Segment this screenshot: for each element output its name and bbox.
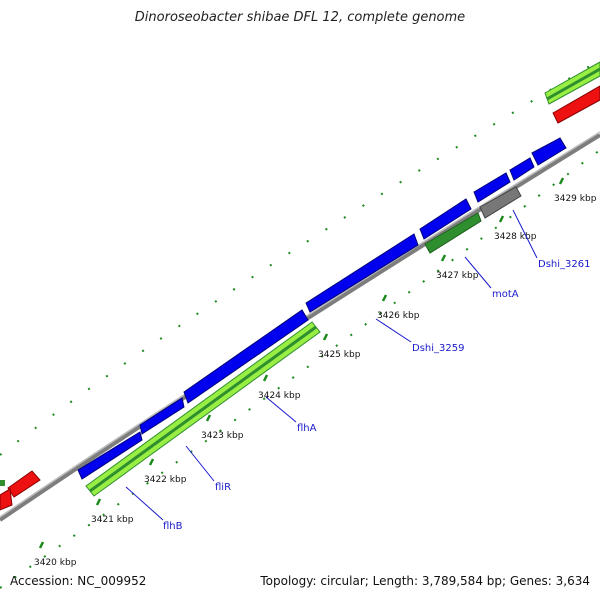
gene-label[interactable]: motA — [492, 289, 519, 300]
gene-label[interactable]: flhB — [163, 521, 183, 532]
rna-feature[interactable] — [552, 85, 600, 124]
rna-features — [0, 85, 600, 511]
gene-arrow-shade — [89, 325, 317, 493]
scale-tick-label: 3429 kbp — [554, 194, 597, 204]
scale-tick-mark — [440, 254, 447, 262]
scale-tick-mark — [322, 333, 329, 341]
rna-feature[interactable] — [0, 488, 13, 511]
inner-tick-ring — [0, 149, 600, 589]
scale-tick-label: 3427 kbp — [436, 271, 479, 281]
gene-arrow[interactable] — [77, 431, 143, 480]
gene-label[interactable]: Dshi_3259 — [412, 343, 464, 354]
scale-tick-label: 3425 kbp — [318, 350, 361, 360]
gene-arrow-shade — [546, 67, 600, 101]
gene-arrow[interactable] — [139, 397, 185, 435]
scale-tick-label: 3428 kbp — [494, 232, 537, 242]
reverse-strand-genes — [85, 61, 600, 497]
scale-tick-mark — [148, 458, 155, 466]
scale-tick-label: 3426 kbp — [377, 311, 420, 321]
scale-tick-mark — [262, 374, 269, 382]
gene-arrow[interactable] — [305, 233, 419, 313]
map-title: Dinoroseobacter shibae DFL 12, complete … — [134, 10, 466, 25]
rna-feature[interactable] — [7, 470, 41, 498]
scale-tick-label: 3424 kbp — [258, 391, 301, 401]
gene-label-leader — [512, 209, 538, 259]
scale-tick-label: 3421 kbp — [91, 515, 134, 525]
gene-label[interactable]: fliR — [215, 482, 231, 493]
scale-tick-mark — [498, 215, 505, 223]
gene-arrow[interactable] — [183, 309, 309, 404]
scale-tick-label: 3420 kbp — [34, 558, 77, 568]
gene-arrow[interactable] — [531, 137, 567, 166]
gene-label-leader — [265, 396, 297, 423]
rna-feature-edge — [0, 480, 5, 486]
scale-tick-mark — [381, 294, 388, 302]
accession-text: Accession: NC_009952 — [10, 574, 147, 588]
scale-tick-mark — [558, 177, 565, 185]
gene-arrow[interactable] — [509, 157, 535, 181]
forward-strand-genes — [77, 137, 567, 480]
gene-arrow[interactable] — [473, 172, 511, 203]
scale-tick-mark — [95, 498, 102, 506]
gene-label-leader — [375, 318, 412, 343]
gene-label-leader — [125, 486, 164, 521]
gene-arrow-motA[interactable] — [424, 212, 482, 254]
scale-tick-mark — [38, 541, 45, 549]
gene-label-leader — [464, 256, 492, 289]
gene-label-leader — [185, 445, 215, 482]
gene-arrow[interactable] — [419, 198, 472, 240]
gene-label[interactable]: Dshi_3261 — [538, 259, 590, 270]
gene-label[interactable]: flhA — [297, 423, 317, 434]
gene-labels: flhB fliR flhA Dshi_3259 motA Dshi_3261 — [125, 209, 590, 532]
gene-arrow-Dshi_3261[interactable] — [479, 186, 522, 219]
scale-tick-label: 3423 kbp — [201, 431, 244, 441]
topology-text: Topology: circular; Length: 3,789,584 bp… — [260, 574, 590, 588]
scale-tick-label: 3422 kbp — [144, 475, 187, 485]
scale-ticks: 3420 kbp 3421 kbp 3422 kbp 3423 kbp 3424 kbp… — [34, 177, 597, 568]
scale-tick-mark — [205, 414, 212, 422]
